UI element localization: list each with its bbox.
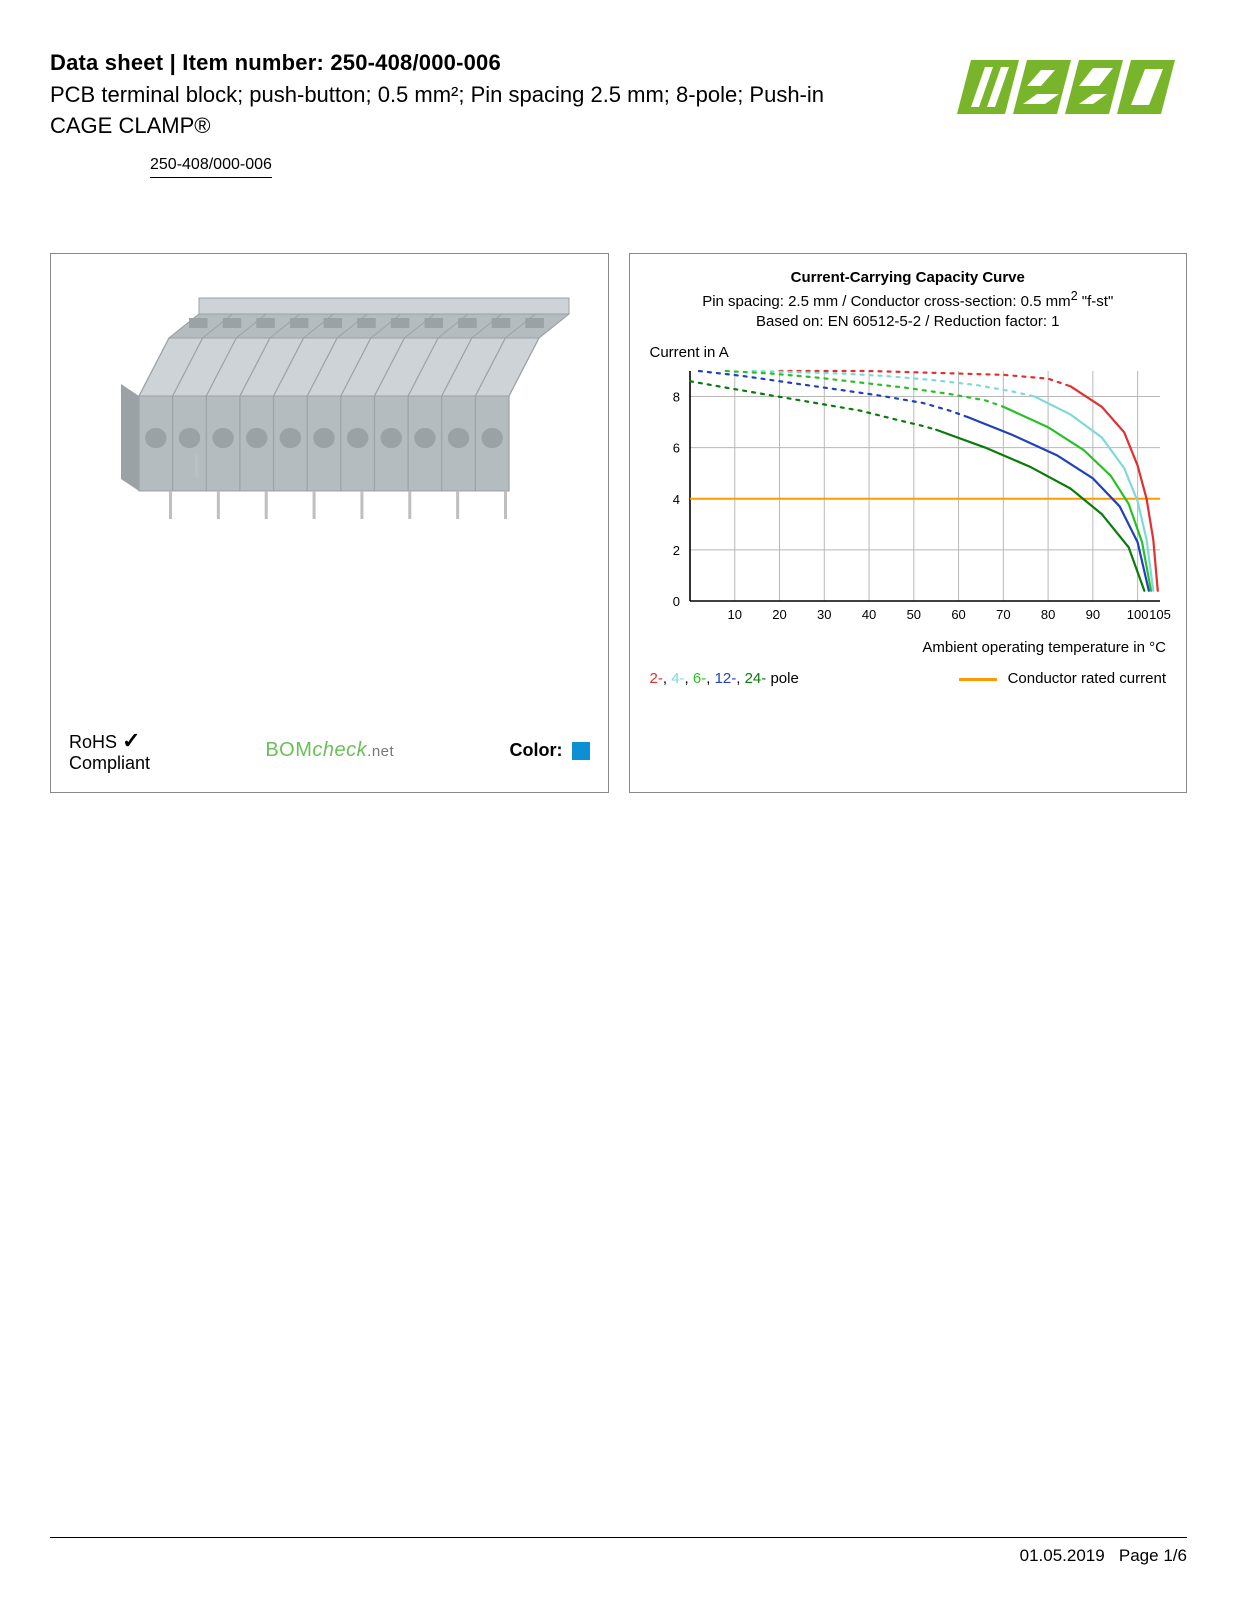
legend-pole-6: 6- [693,670,706,687]
svg-text:100: 100 [1126,607,1148,622]
color-label: Color: [509,740,562,760]
svg-text:105: 105 [1149,607,1171,622]
check-icon: ✓ [122,728,140,753]
footer-date: 01.05.2019 [1020,1546,1105,1565]
chart-xlabel: Ambient operating temperature in °C [642,639,1175,656]
svg-text:50: 50 [906,607,920,622]
product-image-card: RoHS ✓ Compliant BOMcheck.net Color: [50,253,609,793]
svg-text:70: 70 [996,607,1010,622]
page-subtitle: PCB terminal block; push-button; 0.5 mm²… [50,80,870,142]
rohs-badge: RoHS ✓ Compliant [69,728,150,774]
legend-pole-12: 12- [715,670,737,687]
legend-rated-line [959,678,997,681]
bom-text-net: .net [367,743,394,760]
legend-pole-2: 2- [650,670,663,687]
legend-rated: Conductor rated current [959,670,1166,687]
chart-sub1: Pin spacing: 2.5 mm / Conductor cross-se… [642,288,1175,312]
footer-page-total: 6 [1178,1546,1187,1565]
svg-text:60: 60 [951,607,965,622]
color-indicator: Color: [509,740,589,761]
rohs-line1: RoHS [69,732,117,752]
capacity-chart: 0 2 4 6 8 10 20 30 40 50 60 70 80 90 100105 [642,363,1172,633]
title-prefix: Data sheet [50,50,163,75]
title-label: Item number: [182,50,324,75]
chart-legend: 2-, 4-, 6-, 12-, 24- pole Conductor rate… [642,670,1175,687]
legend-poles: 2-, 4-, 6-, 12-, 24- pole [650,670,799,687]
chart-title-block: Current-Carrying Capacity Curve Pin spac… [642,268,1175,333]
svg-text:40: 40 [861,607,875,622]
legend-poles-suffix: pole [766,670,799,687]
brand-logo [957,52,1187,127]
bom-text-check: check [312,739,367,761]
color-swatch [572,742,590,760]
chart-title: Current-Carrying Capacity Curve [642,268,1175,288]
svg-text:0: 0 [672,594,679,609]
bom-text-bom: BOM [265,739,312,761]
title-item-number: 250-408/000-006 [330,50,501,75]
legend-rated-label: Conductor rated current [1008,670,1166,687]
title-sep: | [163,50,182,75]
item-tag: 250-408/000-006 [150,156,272,178]
product-illustration [69,266,589,586]
svg-text:90: 90 [1085,607,1099,622]
legend-pole-24: 24- [745,670,767,687]
chart-sub2: Based on: EN 60512-5-2 / Reduction facto… [642,312,1175,332]
rohs-line2: Compliant [69,753,150,773]
svg-text:10: 10 [727,607,741,622]
svg-text:20: 20 [772,607,786,622]
footer-page-label: Page [1119,1546,1159,1565]
chart-card: Current-Carrying Capacity Curve Pin spac… [629,253,1188,793]
svg-text:6: 6 [672,441,679,456]
bomcheck-logo: BOMcheck.net [265,739,394,762]
footer-page-current: 1 [1163,1546,1172,1565]
svg-text:8: 8 [672,390,679,405]
svg-text:30: 30 [817,607,831,622]
svg-text:80: 80 [1040,607,1054,622]
svg-text:4: 4 [672,492,679,507]
chart-ylabel: Current in A [650,344,1175,361]
svg-text:2: 2 [672,543,679,558]
page-title: Data sheet | Item number: 250-408/000-00… [50,50,870,76]
page-footer: 01.05.2019 Page 1/6 [50,1537,1187,1566]
legend-pole-4: 4- [671,670,684,687]
